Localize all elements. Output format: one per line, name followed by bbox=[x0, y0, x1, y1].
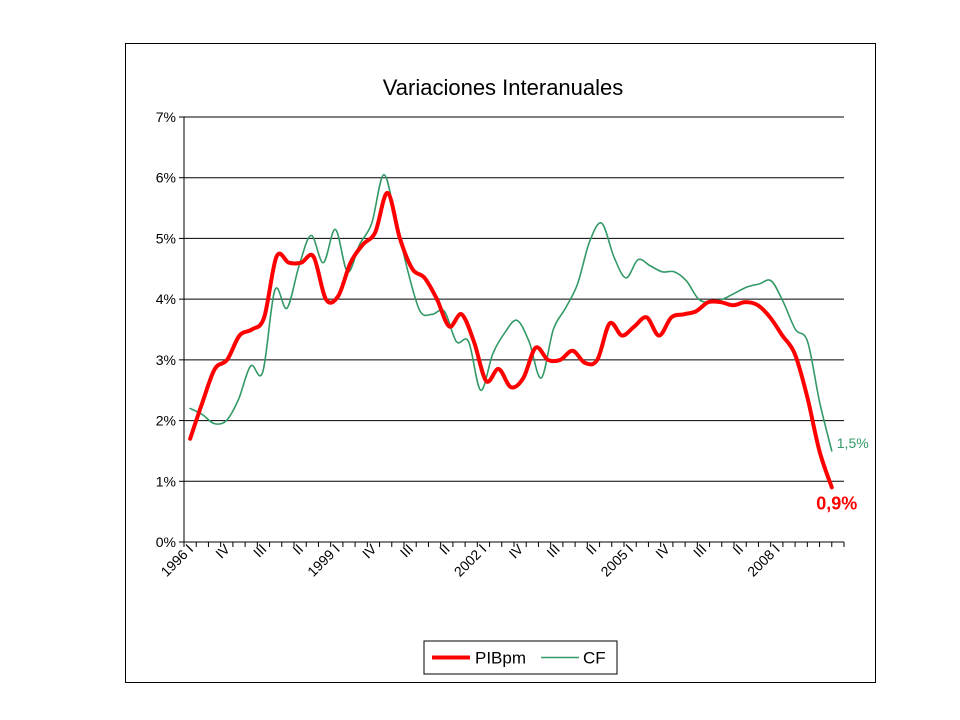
x-tick-label: 1999 I bbox=[304, 541, 343, 580]
line-chart: Variaciones Interanuales 0% 1% 2% 3% 4% 5% 6% 7… bbox=[156, 75, 869, 675]
x-tick-label: 2002 I bbox=[451, 541, 490, 580]
x-tick-label: II bbox=[583, 541, 600, 558]
x-tick-label: II bbox=[289, 541, 306, 558]
x-tick-label: III bbox=[397, 541, 417, 561]
y-tick-label: 0% bbox=[156, 534, 176, 550]
y-tick-label: 7% bbox=[156, 109, 176, 125]
chart-frame: Variaciones Interanuales 0% 1% 2% 3% 4% 5% 6% 7… bbox=[125, 43, 876, 683]
x-tick-label: IV bbox=[652, 540, 673, 561]
x-tick-label: IV bbox=[212, 540, 233, 561]
cf-series-line bbox=[189, 173, 833, 452]
y-tick-label: 1% bbox=[156, 473, 176, 489]
y-tick-label: 3% bbox=[156, 352, 176, 368]
legend-label-cf: CF bbox=[583, 649, 606, 668]
x-tick-label: IV bbox=[359, 540, 380, 561]
y-tick-label: 4% bbox=[156, 291, 176, 307]
y-tick-label: 5% bbox=[156, 230, 176, 246]
legend-label-pibpm: PIBpm bbox=[475, 649, 526, 668]
pibpm-series-line bbox=[188, 190, 834, 490]
x-tick-label: II bbox=[436, 541, 453, 558]
cf-end-label: 1,5% bbox=[837, 435, 869, 451]
x-tick-label: III bbox=[690, 541, 710, 561]
x-tick-label: 2008 I bbox=[744, 541, 783, 580]
x-tick-label: III bbox=[543, 541, 563, 561]
x-tick-label: III bbox=[250, 541, 270, 561]
y-tick-label: 2% bbox=[156, 413, 176, 429]
x-tick-label: IV bbox=[506, 540, 527, 561]
y-tick-label: 6% bbox=[156, 170, 176, 186]
pibpm-end-label: 0,9% bbox=[816, 493, 857, 513]
x-tick-label: 2005 I bbox=[597, 541, 636, 580]
x-tick-label: II bbox=[729, 541, 746, 558]
chart-title: Variaciones Interanuales bbox=[383, 75, 624, 100]
